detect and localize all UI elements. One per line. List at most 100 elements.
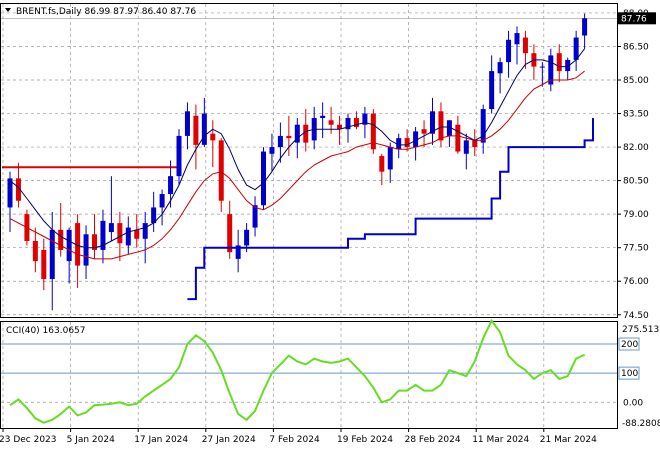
candle-body (193, 115, 199, 145)
candle-body (345, 118, 351, 130)
candle-body (210, 133, 216, 141)
price-tick-label: 80.50 (623, 177, 649, 187)
candle-body (49, 229, 55, 279)
candle-body (480, 109, 486, 143)
candle-body (573, 37, 579, 60)
candle-body (337, 124, 343, 130)
candle-body (168, 176, 174, 195)
candle-body (404, 138, 410, 148)
candle-body (582, 18, 588, 36)
candle-body (387, 147, 393, 170)
cci-level-badge (618, 337, 640, 351)
triangle-down-icon[interactable] (5, 8, 11, 12)
candle-body (506, 39, 512, 63)
date-label: 5 Jan 2024 (67, 435, 115, 445)
date-label: 23 Dec 2023 (0, 435, 57, 445)
cci-top-value: 275.5131 (622, 325, 660, 335)
date-label: 27 Jan 2024 (202, 435, 256, 445)
candle-body (548, 55, 554, 85)
cci-level-label: 100 (621, 369, 638, 379)
date-label: 19 Feb 2024 (337, 435, 393, 445)
date-label: 11 Mar 2024 (472, 435, 529, 445)
date-label: 28 Feb 2024 (405, 435, 461, 445)
candlesticks (7, 13, 588, 311)
symbol-header: BRENT.fs,Daily 86.99 87.97 86.40 87.76 (16, 7, 196, 17)
candle-body (75, 223, 81, 266)
cci-panel (0, 321, 618, 429)
slow-moving-average-line (9, 70, 585, 260)
candle-body (497, 62, 503, 74)
current-price-label: 87.76 (621, 14, 647, 24)
candle-body (159, 194, 165, 208)
date-label: 21 Mar 2024 (540, 435, 597, 445)
candle-body (184, 111, 190, 136)
trend-stop-line (187, 118, 594, 301)
price-tick-label: 79.00 (623, 210, 649, 220)
candle-body (379, 156, 385, 172)
cci-level-badge (618, 366, 640, 380)
candle-body (421, 129, 427, 134)
price-axis: 88.0087.7686.5085.0083.5082.0080.5079.00… (617, 9, 656, 321)
current-price-badge (618, 12, 656, 25)
candle-body (117, 223, 123, 244)
price-panel (0, 3, 618, 318)
candle-body (41, 249, 47, 279)
candle-body (514, 33, 520, 45)
candle-body (522, 37, 528, 54)
candle-body (370, 113, 376, 150)
candle-body (286, 135, 292, 139)
candle-body (455, 124, 461, 152)
candle-body (362, 113, 368, 125)
cci-line (9, 318, 586, 424)
candle-body (328, 120, 334, 125)
candle-body (446, 120, 452, 136)
candle-body (201, 113, 207, 145)
candle-body (176, 135, 182, 177)
candle-body (218, 140, 224, 201)
candle-body (92, 234, 97, 250)
candle-body (7, 178, 13, 208)
candle-body (244, 229, 250, 246)
candle-body (556, 53, 562, 72)
candle-body (100, 220, 106, 250)
cci-gridlines (1, 343, 617, 403)
candle-body (463, 140, 469, 154)
cci-bottom-value: -88.2808 (622, 419, 660, 429)
candle-body (261, 151, 266, 206)
candle-body (438, 111, 444, 141)
price-tick-label: 77.50 (623, 244, 649, 254)
candle-body (396, 138, 402, 150)
candle-body (413, 131, 419, 148)
date-axis: 23 Dec 2023 5 Jan 2024 17 Jan 2024 27 Jan 2… (0, 428, 597, 445)
candle-body (252, 205, 258, 228)
candle-body (294, 124, 300, 143)
cci-level-label: 200 (621, 340, 638, 350)
candle-body (303, 124, 309, 143)
price-tick-label: 76.00 (623, 277, 649, 287)
cci-axis: 200 100 0.00 (618, 337, 643, 408)
cci-label: CCI(40) 163.0657 (6, 326, 86, 336)
candle-body (142, 223, 148, 239)
price-tick-label: 85.00 (623, 76, 649, 86)
cci-level-label: 0.00 (623, 398, 643, 408)
price-tick-label: 82.00 (623, 143, 649, 153)
date-label: 7 Feb 2024 (269, 435, 320, 445)
candle-body (353, 118, 359, 127)
price-tick-label: 86.50 (623, 42, 649, 52)
candle-body (125, 227, 131, 246)
candle-body (277, 135, 283, 148)
candle-body (32, 240, 38, 262)
price-tick-label: 74.50 (623, 311, 649, 321)
candle-body (235, 245, 241, 259)
candle-body (66, 229, 72, 262)
candle-body (108, 223, 114, 233)
candle-body (227, 214, 233, 253)
candle-body (430, 111, 435, 134)
candle-body (58, 229, 64, 250)
candle-body (269, 147, 275, 154)
candle-body (489, 71, 495, 110)
candle-body (320, 115, 326, 119)
price-tick-label: 83.50 (623, 110, 649, 120)
candle-body (151, 207, 157, 224)
